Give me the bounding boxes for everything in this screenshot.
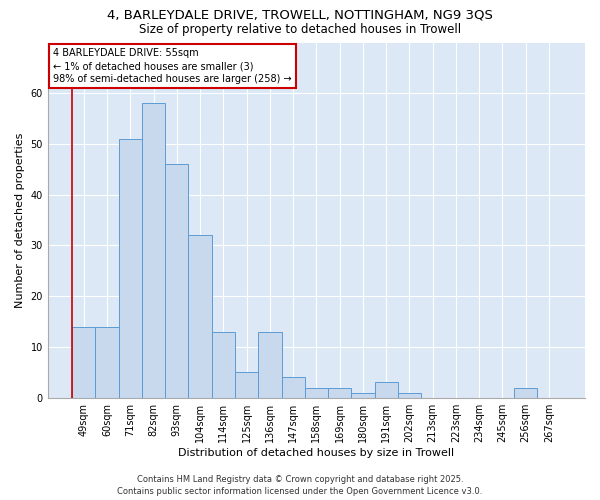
Bar <box>514 388 538 398</box>
Bar <box>351 392 374 398</box>
Text: 4, BARLEYDALE DRIVE, TROWELL, NOTTINGHAM, NG9 3QS: 4, BARLEYDALE DRIVE, TROWELL, NOTTINGHAM… <box>107 9 493 22</box>
Bar <box>142 104 165 398</box>
Bar <box>258 332 281 398</box>
Y-axis label: Number of detached properties: Number of detached properties <box>15 132 25 308</box>
Bar <box>119 139 142 398</box>
Bar <box>398 392 421 398</box>
Text: Contains HM Land Registry data © Crown copyright and database right 2025.
Contai: Contains HM Land Registry data © Crown c… <box>118 475 482 496</box>
Bar <box>165 164 188 398</box>
Text: 4 BARLEYDALE DRIVE: 55sqm
← 1% of detached houses are smaller (3)
98% of semi-de: 4 BARLEYDALE DRIVE: 55sqm ← 1% of detach… <box>53 48 292 84</box>
Bar <box>328 388 351 398</box>
Bar <box>188 236 212 398</box>
Text: Size of property relative to detached houses in Trowell: Size of property relative to detached ho… <box>139 22 461 36</box>
Bar <box>235 372 258 398</box>
Bar <box>95 326 119 398</box>
Bar <box>72 326 95 398</box>
Bar <box>374 382 398 398</box>
Bar <box>212 332 235 398</box>
Bar <box>305 388 328 398</box>
X-axis label: Distribution of detached houses by size in Trowell: Distribution of detached houses by size … <box>178 448 454 458</box>
Bar <box>281 378 305 398</box>
